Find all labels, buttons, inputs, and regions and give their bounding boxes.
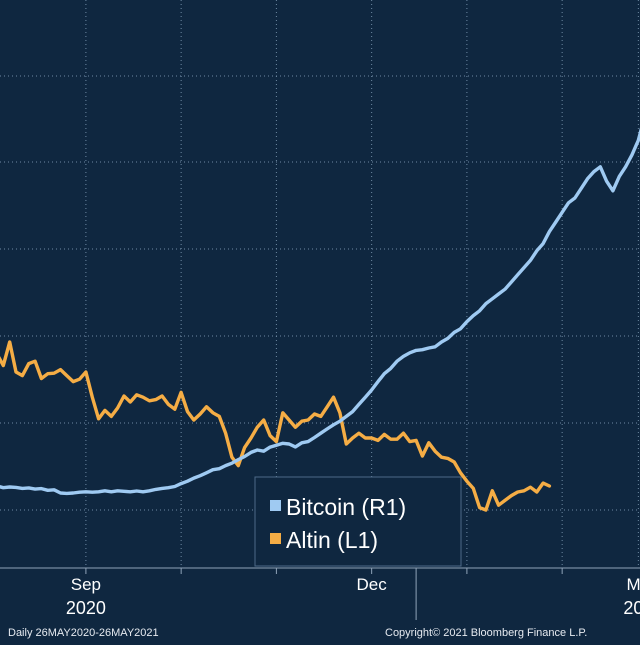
legend: Bitcoin (R1) Altin (L1) (254, 476, 462, 567)
series-line-altin (0, 340, 552, 512)
x-tick-label: Sep (71, 575, 101, 594)
legend-label-altin: Altin (L1) (286, 527, 378, 553)
footer-copyright: Copyright© 2021 Bloomberg Finance L.P. (385, 627, 587, 639)
series-lines (0, 127, 640, 512)
x-tick-year-label: 202 (623, 598, 640, 618)
x-tick-year-label: 2020 (66, 598, 106, 618)
legend-swatch-altin (270, 533, 281, 544)
footer-date-range: Daily 26MAY2020-26MAY2021 (8, 627, 159, 639)
x-axis-ticks: Sep 2020 Dec Ma 202 (0, 567, 640, 620)
series-line-bitcoin (0, 127, 640, 496)
legend-label-bitcoin: Bitcoin (R1) (286, 494, 406, 520)
legend-swatch-bitcoin (270, 500, 281, 511)
gridlines (0, 0, 640, 568)
x-tick-label: Ma (627, 575, 640, 594)
legend-box (254, 476, 462, 567)
x-tick-label: Dec (357, 575, 388, 594)
